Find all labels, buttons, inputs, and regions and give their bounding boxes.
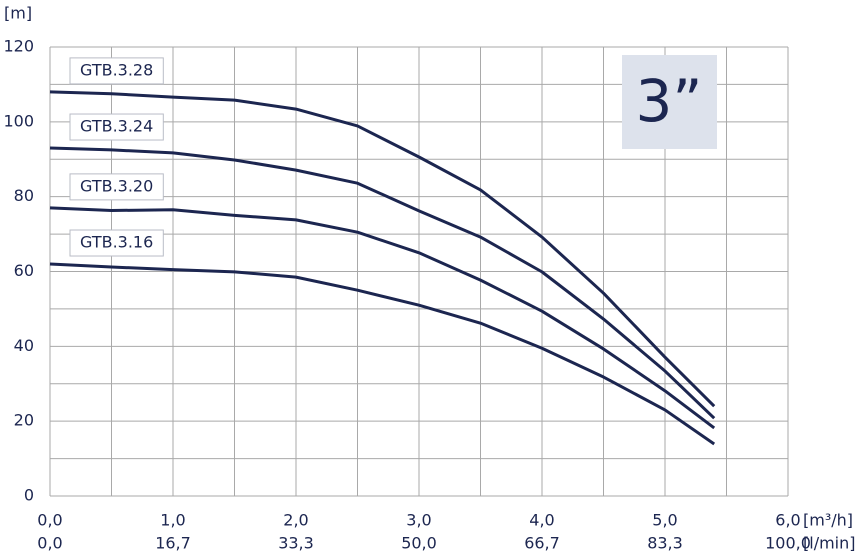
x-tick-label: 1,0 xyxy=(160,511,185,530)
series-label-box xyxy=(69,173,164,201)
annotation: 3” xyxy=(636,67,703,135)
x-tick-label: 2,0 xyxy=(283,511,308,530)
series-label-box xyxy=(69,113,164,141)
x2-tick-label: 0,0 xyxy=(37,534,62,553)
x-tick-label: 6,0 xyxy=(775,511,800,530)
x-tick-label: 0,0 xyxy=(37,511,62,530)
x-tick-label: 5,0 xyxy=(652,511,677,530)
series-label: GTB.3.28 xyxy=(80,60,153,79)
y-tick-label: 120 xyxy=(3,37,34,56)
series-label: GTB.3.16 xyxy=(80,233,153,252)
series-label-box xyxy=(69,57,164,85)
y-tick-label: 40 xyxy=(14,336,34,355)
x2-tick-label: 50,0 xyxy=(401,534,437,553)
x2-axis-label: [l/min] xyxy=(803,534,856,553)
line xyxy=(49,262,716,446)
line xyxy=(49,206,716,430)
y-tick-label: 0 xyxy=(24,486,34,505)
y-tick-label: 80 xyxy=(14,186,34,205)
x2-tick-label: 100,0 xyxy=(765,534,811,553)
x2-tick-label: 66,7 xyxy=(524,534,560,553)
series-label-box xyxy=(69,229,164,257)
x2-tick-label: 16,7 xyxy=(155,534,191,553)
line xyxy=(49,90,716,408)
series-label: GTB.3.24 xyxy=(80,117,153,136)
x2-tick-label: 83,3 xyxy=(647,534,683,553)
x-tick-label: 3,0 xyxy=(406,511,431,530)
y-axis-label: [m] xyxy=(4,4,32,23)
x-axis-label: [m³/h] xyxy=(803,511,853,530)
line xyxy=(49,146,716,420)
series-label: GTB.3.20 xyxy=(80,176,153,195)
y-tick-label: 20 xyxy=(14,411,34,430)
x2-tick-label: 33,3 xyxy=(278,534,314,553)
y-tick-label: 60 xyxy=(14,261,34,280)
y-tick-label: 100 xyxy=(3,111,34,130)
x-tick-label: 4,0 xyxy=(529,511,554,530)
annotation-box xyxy=(622,55,717,149)
